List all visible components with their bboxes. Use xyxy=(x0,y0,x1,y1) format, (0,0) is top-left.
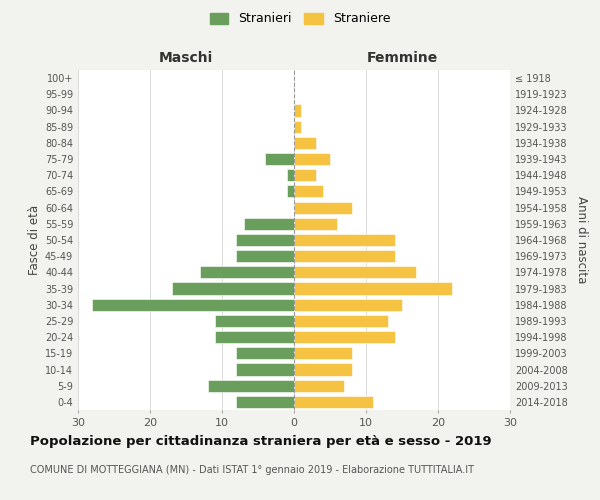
Bar xyxy=(294,169,316,181)
Bar xyxy=(294,186,323,198)
Bar xyxy=(294,380,344,392)
Bar xyxy=(287,169,294,181)
Bar xyxy=(294,266,416,278)
Bar xyxy=(294,315,388,327)
Bar xyxy=(294,153,330,165)
Bar xyxy=(265,153,294,165)
Bar xyxy=(200,266,294,278)
Bar xyxy=(208,380,294,392)
Text: Popolazione per cittadinanza straniera per età e sesso - 2019: Popolazione per cittadinanza straniera p… xyxy=(30,435,491,448)
Bar xyxy=(287,186,294,198)
Bar xyxy=(215,331,294,343)
Bar xyxy=(294,331,395,343)
Bar xyxy=(244,218,294,230)
Text: COMUNE DI MOTTEGGIANA (MN) - Dati ISTAT 1° gennaio 2019 - Elaborazione TUTTITALI: COMUNE DI MOTTEGGIANA (MN) - Dati ISTAT … xyxy=(30,465,474,475)
Legend: Stranieri, Straniere: Stranieri, Straniere xyxy=(206,8,394,29)
Text: Femmine: Femmine xyxy=(367,51,437,65)
Bar xyxy=(294,234,395,246)
Bar xyxy=(215,315,294,327)
Bar xyxy=(294,218,337,230)
Bar xyxy=(294,396,373,408)
Bar xyxy=(236,348,294,360)
Bar xyxy=(294,120,301,132)
Y-axis label: Anni di nascita: Anni di nascita xyxy=(575,196,587,284)
Bar xyxy=(294,298,402,311)
Bar xyxy=(236,250,294,262)
Text: Maschi: Maschi xyxy=(159,51,213,65)
Bar xyxy=(294,364,352,376)
Bar xyxy=(294,250,395,262)
Bar xyxy=(294,282,452,294)
Y-axis label: Fasce di età: Fasce di età xyxy=(28,205,41,275)
Bar xyxy=(236,234,294,246)
Bar xyxy=(294,137,316,149)
Bar xyxy=(92,298,294,311)
Bar xyxy=(236,364,294,376)
Bar xyxy=(294,348,352,360)
Bar xyxy=(294,104,301,117)
Bar xyxy=(236,396,294,408)
Bar xyxy=(294,202,352,213)
Bar xyxy=(172,282,294,294)
